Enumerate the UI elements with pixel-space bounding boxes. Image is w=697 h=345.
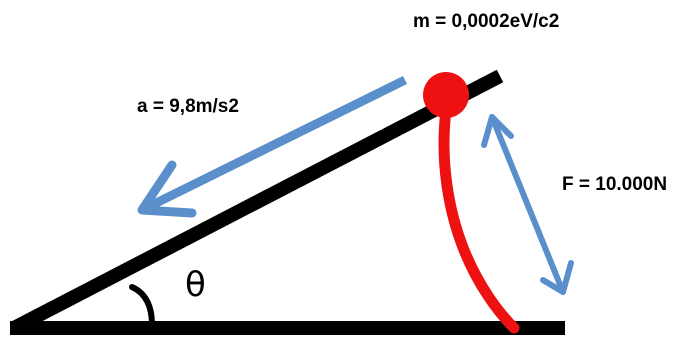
angle-theta-label: θ xyxy=(185,265,206,305)
string xyxy=(438,104,520,334)
acceleration-arrowhead xyxy=(137,160,197,218)
acceleration-label: a = 9,8m/s2 xyxy=(137,96,239,117)
mass-label: m = 0,0002eV/c2 xyxy=(413,11,560,32)
force-arrowhead-bottom xyxy=(540,260,574,295)
force-arrowhead-top xyxy=(481,114,514,148)
ramp-incline xyxy=(10,69,504,335)
acceleration-arrow xyxy=(140,75,407,215)
force-arrow-shaft xyxy=(489,114,566,295)
mass-ball xyxy=(423,72,469,118)
angle-arc xyxy=(129,284,155,328)
force-label: F = 10.000N xyxy=(562,174,668,195)
